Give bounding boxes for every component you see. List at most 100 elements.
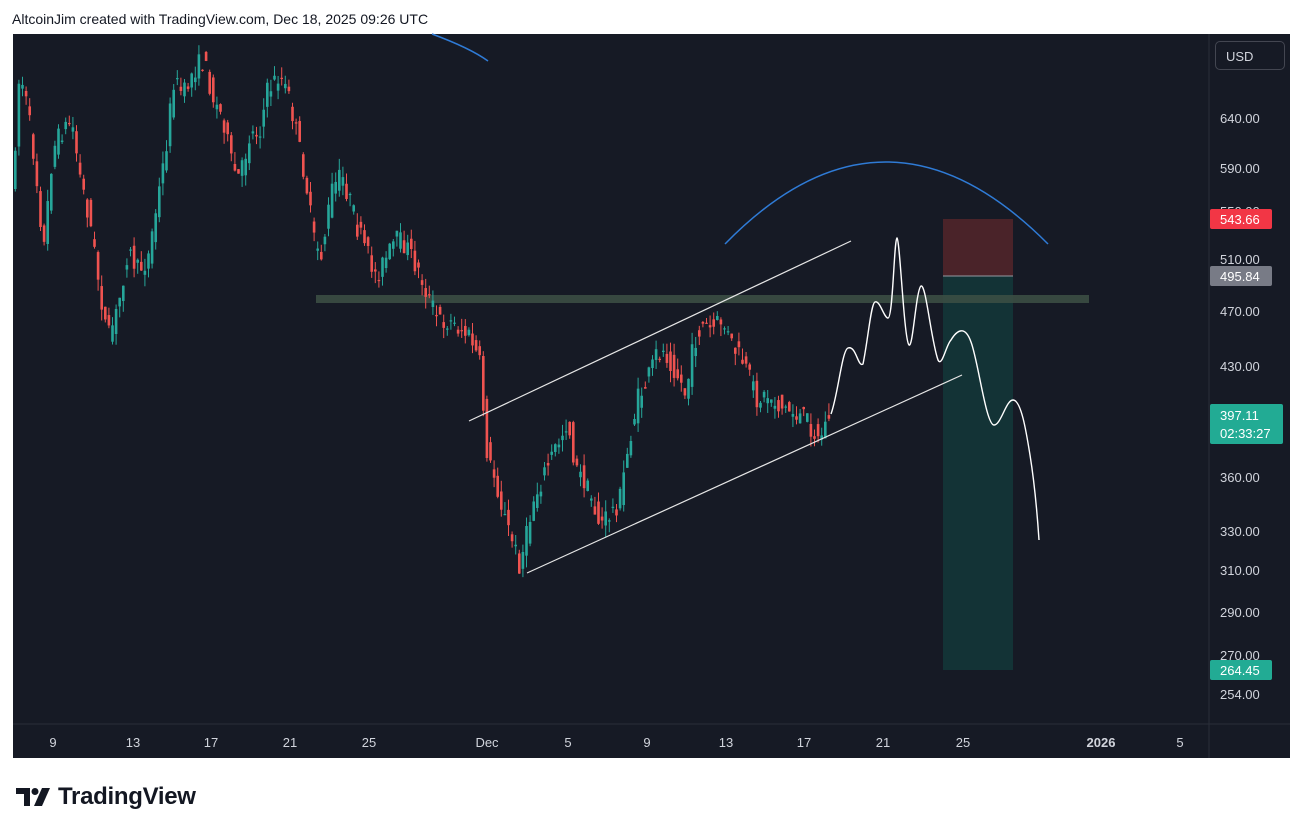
candle-body <box>687 378 690 399</box>
candle-body <box>449 320 453 322</box>
candle-body <box>107 315 111 326</box>
currency-selector[interactable]: USD <box>1215 41 1285 70</box>
chart-header: AltcoinJim created with TradingView.com,… <box>12 11 429 27</box>
candle-body <box>431 300 435 308</box>
candle-body <box>248 143 251 164</box>
candle-body <box>586 480 589 491</box>
candle-body <box>698 330 701 337</box>
time-tick-label: 21 <box>876 735 890 750</box>
candle-body <box>50 173 53 211</box>
candle-body <box>496 475 499 497</box>
candle-body <box>467 329 471 336</box>
candle-body <box>744 356 748 364</box>
candle-body <box>294 122 298 124</box>
arc-projection[interactable] <box>724 161 1049 245</box>
price-tick-label: 254.00 <box>1220 687 1260 702</box>
candle-body <box>492 469 496 478</box>
candle-body <box>806 413 809 422</box>
take-profit-zone[interactable] <box>943 276 1013 670</box>
candle-body <box>230 135 233 154</box>
candle-body <box>690 344 694 387</box>
candle-body <box>348 193 352 196</box>
candle-body <box>132 245 136 269</box>
candle-body <box>413 250 417 272</box>
candle-body <box>438 306 442 315</box>
candle-body <box>93 239 96 247</box>
candle-body <box>669 351 672 372</box>
stop-loss-zone[interactable] <box>943 219 1013 276</box>
candle-body <box>420 280 424 285</box>
candle-body <box>197 54 201 79</box>
candle-body <box>716 315 719 320</box>
candle-body <box>568 421 571 436</box>
candle-body <box>507 509 510 526</box>
time-tick-label: 25 <box>956 735 970 750</box>
candle-body <box>730 333 733 339</box>
candle-body <box>399 232 402 249</box>
candle-body <box>633 418 636 425</box>
candle-body <box>726 331 730 333</box>
candle-body <box>28 106 31 116</box>
channel-lower-line[interactable] <box>526 374 963 574</box>
candle-body <box>816 424 820 437</box>
candle-body <box>417 262 420 268</box>
candle-body <box>334 181 337 194</box>
tradingview-footer[interactable]: TradingView <box>16 783 196 810</box>
candle-body <box>752 381 755 391</box>
candle-body <box>672 354 676 378</box>
channel-upper-line[interactable] <box>468 240 852 422</box>
candle-body <box>647 367 651 377</box>
candle-body <box>510 534 514 542</box>
time-tick-label: 17 <box>204 735 218 750</box>
candle-body <box>665 353 669 363</box>
candle-body <box>402 240 406 254</box>
candle-body <box>359 221 363 228</box>
candle-body <box>309 191 312 206</box>
candle-body <box>474 340 478 351</box>
price-tick-label: 360.00 <box>1220 470 1260 485</box>
candle-body <box>150 231 154 264</box>
candle-body <box>111 325 114 342</box>
candle-body <box>176 78 179 80</box>
candle-body <box>179 86 183 91</box>
candle-body <box>356 224 359 237</box>
chart-frame[interactable] <box>13 34 1290 758</box>
price-tick-label: 330.00 <box>1220 524 1260 539</box>
candle-body <box>64 121 67 130</box>
time-tick-label: 17 <box>797 735 811 750</box>
candle-body <box>251 131 255 134</box>
svg-text:495.84: 495.84 <box>1220 269 1260 284</box>
time-tick-label: 2026 <box>1087 735 1116 750</box>
time-axis[interactable]: 9 13 17 21 25 Dec 5 9 13 17 21 25 2026 5 <box>49 735 1183 750</box>
candle-body <box>500 491 503 510</box>
price-tick-label: 310.00 <box>1220 563 1260 578</box>
candle-body <box>100 286 103 310</box>
candle-body <box>302 154 305 177</box>
price-tick-label: 640.00 <box>1220 111 1260 126</box>
time-tick-label: 13 <box>719 735 733 750</box>
candle-body <box>212 77 215 103</box>
projected-price-path[interactable] <box>830 237 1040 541</box>
candle-body <box>158 186 161 218</box>
target-price-tag: 264.45 <box>1210 660 1272 680</box>
candle-body <box>78 162 82 175</box>
candle-body <box>161 163 165 184</box>
candle-body <box>795 416 798 420</box>
resistance-zone[interactable] <box>316 295 1089 303</box>
candle-body <box>363 230 366 244</box>
candle-body <box>755 380 759 408</box>
candle-body <box>82 178 85 190</box>
candle-body <box>316 248 319 251</box>
time-tick-label: 21 <box>283 735 297 750</box>
candle-body <box>269 91 273 97</box>
candle-body <box>575 458 579 466</box>
candle-body <box>255 134 258 137</box>
time-tick-label: 13 <box>126 735 140 750</box>
candle-body <box>618 488 622 509</box>
candle-body <box>683 388 687 396</box>
candle-body <box>593 506 597 515</box>
candle-body <box>629 441 633 456</box>
arc-top-left[interactable] <box>431 33 489 62</box>
candle-body <box>312 221 316 233</box>
